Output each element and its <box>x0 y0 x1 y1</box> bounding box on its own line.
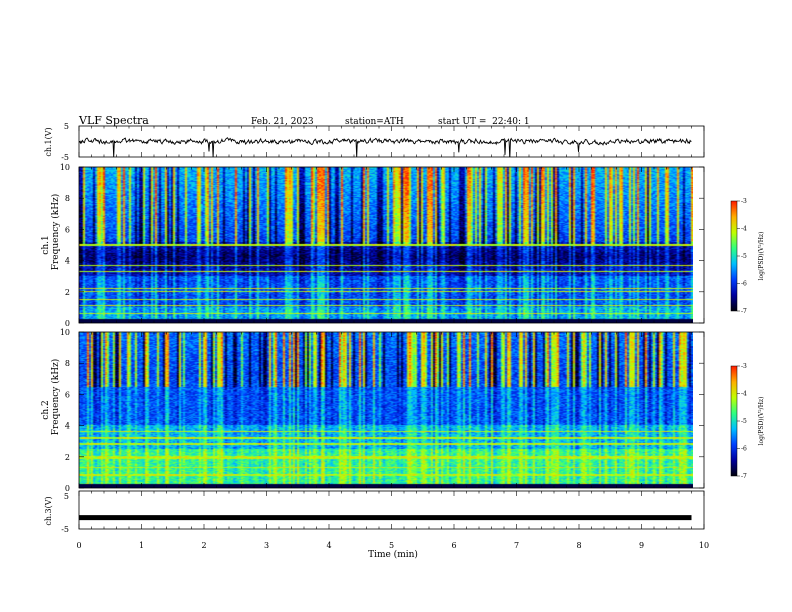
ch1-waveform-panel: 5 -5 ch.1(V) <box>44 122 705 162</box>
ch1-colorbar-tick-label: -3 <box>741 198 747 205</box>
time-axis-tick-labels: 0 1 2 3 4 5 6 7 8 9 10 <box>76 541 709 550</box>
ch2-colorbar-tick-label: -7 <box>741 473 747 480</box>
figure-title: VLF Spectra <box>78 114 149 127</box>
ch2-spectrogram-label: ch.2 <box>41 400 51 419</box>
spec1-ytick-label: 8 <box>65 194 70 203</box>
spec2-ytick-label: 2 <box>65 453 70 462</box>
ch1-spectrogram-image <box>79 167 693 323</box>
spec2-ytick-label: 10 <box>60 328 70 337</box>
ch1-frequency-axis-label: Frequency (kHz) <box>50 194 61 271</box>
ch1-colorbar-tick-label: -4 <box>741 226 747 233</box>
ch2-colorbar: -3 -4 -5 -6 -7 log(PSD)(V²/Hz) <box>730 363 765 480</box>
ch1-spectrogram-label: ch.1 <box>41 235 51 254</box>
ch1-colorbar-tick-label: -5 <box>741 253 747 260</box>
ch1-colorbar-ticks: -3 -4 -5 -6 -7 <box>737 198 747 315</box>
ch2-colorbar-tick-label: -6 <box>741 446 747 453</box>
time-axis-label: Time (min) <box>368 549 418 560</box>
spec2-ytick-label: 8 <box>65 359 70 368</box>
time-tick-label: 3 <box>264 541 269 550</box>
time-tick-label: 0 <box>76 541 81 550</box>
time-tick-label: 9 <box>639 541 644 550</box>
ch3-ytick-top: 5 <box>64 492 69 501</box>
spec1-ytick-label: 0 <box>65 319 70 328</box>
ch1-spectrogram-x-ticks <box>78 167 705 323</box>
ch1-ytick-bottom: -5 <box>61 153 69 162</box>
spec1-ytick-label: 4 <box>65 257 70 266</box>
ch2-colorbar-tick-label: -5 <box>741 418 747 425</box>
ch1-colorbar-tick-label: -6 <box>741 281 747 288</box>
spec1-ytick-label: 10 <box>60 163 70 172</box>
ch3-x-ticks <box>78 491 705 529</box>
time-tick-label: 7 <box>514 541 519 550</box>
time-tick-label: 8 <box>576 541 581 550</box>
time-tick-label: 4 <box>326 541 331 550</box>
spec2-ytick-label: 4 <box>65 422 70 431</box>
time-tick-label: 10 <box>699 541 709 550</box>
spec1-ytick-label: 2 <box>65 288 70 297</box>
time-tick-label: 1 <box>139 541 144 550</box>
ch3-waveform-panel: 5 -5 ch.3(V) 0 1 2 3 4 5 6 7 8 9 10 Time (min) <box>44 490 709 560</box>
ch1-frequency-ticks: 0 2 4 6 8 10 <box>60 163 704 328</box>
ch1-colorbar-gradient <box>731 201 737 311</box>
spec2-ytick-label: 6 <box>65 390 70 399</box>
ch2-colorbar-label: log(PSD)(V²/Hz) <box>758 397 765 446</box>
ch2-spectrogram-image <box>79 332 693 488</box>
ch2-colorbar-ticks: -3 -4 -5 -6 -7 <box>737 363 747 480</box>
ch2-spectrogram-panel: 0 2 4 6 8 10 ch.2 Frequency (kHz) <box>41 328 705 493</box>
ch1-colorbar-tick-label: -7 <box>741 308 747 315</box>
time-tick-label: 6 <box>451 541 456 550</box>
ch2-spectrogram-x-ticks <box>78 332 705 488</box>
ch3-ylabel: ch.3(V) <box>44 496 53 525</box>
start-time-label: start UT = 22:40: 1 <box>438 117 530 127</box>
time-tick-label: 2 <box>201 541 206 550</box>
ch2-frequency-ticks: 0 2 4 6 8 10 <box>60 328 704 493</box>
ch3-ytick-bottom: -5 <box>61 525 69 534</box>
ch1-ylabel: ch.1(V) <box>44 127 53 156</box>
ch2-colorbar-tick-label: -4 <box>741 391 747 398</box>
ch1-ytick-top: 5 <box>64 122 69 131</box>
spec1-ytick-label: 6 <box>65 225 70 234</box>
date-label: Feb. 21, 2023 <box>251 117 314 127</box>
ch2-colorbar-gradient <box>731 366 737 476</box>
time-tick-label: 5 <box>389 541 394 550</box>
ch2-frequency-axis-label: Frequency (kHz) <box>50 359 61 436</box>
ch1-colorbar-label: log(PSD)(V²/Hz) <box>758 232 765 281</box>
ch1-colorbar: -3 -4 -5 -6 -7 log(PSD)(V²/Hz) <box>730 198 765 315</box>
ch1-x-ticks <box>78 126 705 157</box>
station-label: station=ATH <box>345 117 404 127</box>
ch1-spectrogram-panel: 0 2 4 6 8 10 ch.1 Frequency (kHz) <box>41 163 705 328</box>
spec2-ytick-label: 0 <box>65 484 70 493</box>
ch1-waveform-trace <box>79 137 692 157</box>
ch1-waveform-line <box>79 137 692 157</box>
ch2-colorbar-tick-label: -3 <box>741 363 747 370</box>
